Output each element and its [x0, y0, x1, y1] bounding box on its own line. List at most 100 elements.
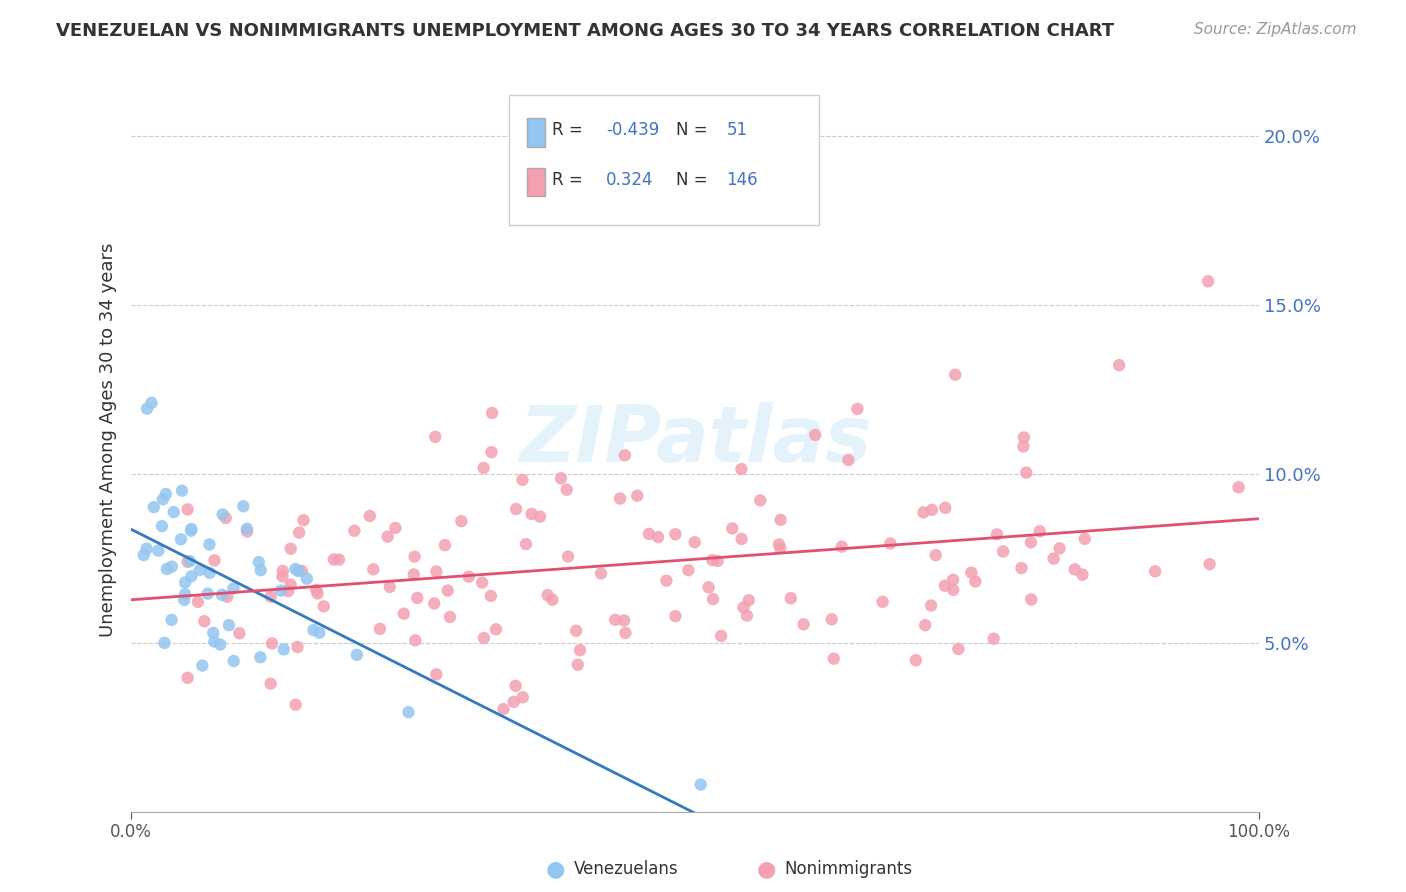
Nonimmigrants: [187, 595, 209, 609]
Text: R =: R =: [551, 171, 588, 189]
Venezuelans: [150, 519, 173, 533]
Nonimmigrants: [176, 502, 198, 516]
Nonimmigrants: [1012, 439, 1035, 453]
Nonimmigrants: [965, 574, 987, 589]
Nonimmigrants: [541, 592, 564, 607]
Nonimmigrants: [921, 503, 943, 517]
Nonimmigrants: [804, 428, 827, 442]
Nonimmigrants: [1042, 551, 1064, 566]
Nonimmigrants: [292, 513, 315, 527]
Nonimmigrants: [378, 580, 401, 594]
Venezuelans: [142, 500, 165, 515]
Venezuelans: [155, 487, 177, 501]
Text: -0.439: -0.439: [606, 121, 659, 139]
Venezuelans: [211, 588, 233, 602]
Nonimmigrants: [305, 582, 328, 597]
Nonimmigrants: [1019, 535, 1042, 549]
Nonimmigrants: [904, 653, 927, 667]
Nonimmigrants: [1198, 557, 1220, 571]
Venezuelans: [247, 555, 270, 569]
Venezuelans: [132, 548, 155, 562]
Nonimmigrants: [942, 573, 965, 587]
Venezuelans: [179, 554, 201, 568]
Nonimmigrants: [664, 527, 686, 541]
Nonimmigrants: [472, 631, 495, 645]
Nonimmigrants: [872, 595, 894, 609]
Venezuelans: [198, 537, 221, 551]
Nonimmigrants: [550, 471, 572, 485]
Venezuelans: [170, 483, 193, 498]
Venezuelans: [152, 492, 174, 507]
Venezuelans: [180, 569, 202, 583]
Text: Nonimmigrants: Nonimmigrants: [785, 860, 912, 878]
Nonimmigrants: [733, 600, 755, 615]
Nonimmigrants: [322, 552, 344, 566]
Text: Source: ZipAtlas.com: Source: ZipAtlas.com: [1194, 22, 1357, 37]
Nonimmigrants: [614, 626, 637, 640]
Nonimmigrants: [402, 567, 425, 582]
Nonimmigrants: [328, 552, 350, 566]
Nonimmigrants: [702, 592, 724, 607]
Nonimmigrants: [287, 640, 309, 654]
Nonimmigrants: [837, 453, 859, 467]
Nonimmigrants: [749, 493, 772, 508]
Nonimmigrants: [280, 577, 302, 591]
Nonimmigrants: [280, 541, 302, 556]
Venezuelans: [174, 587, 197, 601]
Nonimmigrants: [505, 679, 527, 693]
Venezuelans: [236, 522, 259, 536]
Nonimmigrants: [655, 574, 678, 588]
Nonimmigrants: [502, 695, 524, 709]
Nonimmigrants: [986, 527, 1008, 541]
Nonimmigrants: [831, 540, 853, 554]
Nonimmigrants: [423, 597, 446, 611]
Nonimmigrants: [914, 618, 936, 632]
Nonimmigrants: [291, 564, 314, 578]
Nonimmigrants: [638, 527, 661, 541]
Nonimmigrants: [288, 525, 311, 540]
Nonimmigrants: [605, 613, 627, 627]
Venezuelans: [295, 572, 318, 586]
Nonimmigrants: [481, 445, 503, 459]
Venezuelans: [346, 648, 368, 662]
Nonimmigrants: [512, 690, 534, 705]
Nonimmigrants: [277, 584, 299, 599]
Nonimmigrants: [613, 449, 636, 463]
Venezuelans: [273, 642, 295, 657]
Nonimmigrants: [683, 535, 706, 549]
Nonimmigrants: [425, 667, 447, 681]
Text: Venezuelans: Venezuelans: [574, 860, 678, 878]
Nonimmigrants: [176, 671, 198, 685]
Venezuelans: [302, 623, 325, 637]
Venezuelans: [141, 396, 163, 410]
Venezuelans: [135, 541, 157, 556]
Venezuelans: [202, 625, 225, 640]
Nonimmigrants: [730, 462, 752, 476]
Nonimmigrants: [943, 368, 966, 382]
Nonimmigrants: [934, 579, 956, 593]
Nonimmigrants: [217, 590, 239, 604]
Nonimmigrants: [481, 406, 503, 420]
Venezuelans: [160, 613, 183, 627]
Text: 0.324: 0.324: [606, 171, 654, 189]
Nonimmigrants: [589, 566, 612, 581]
Nonimmigrants: [793, 617, 815, 632]
Venezuelans: [197, 587, 219, 601]
Venezuelans: [202, 634, 225, 648]
Venezuelans: [222, 582, 245, 596]
Nonimmigrants: [1108, 358, 1130, 372]
Venezuelans: [308, 625, 330, 640]
Nonimmigrants: [1071, 567, 1094, 582]
Nonimmigrants: [505, 502, 527, 516]
Nonimmigrants: [520, 507, 543, 521]
Nonimmigrants: [983, 632, 1005, 646]
Nonimmigrants: [565, 624, 588, 638]
Nonimmigrants: [425, 430, 447, 444]
Nonimmigrants: [664, 609, 686, 624]
Nonimmigrants: [471, 575, 494, 590]
Nonimmigrants: [846, 401, 869, 416]
Text: 51: 51: [727, 121, 748, 139]
Venezuelans: [249, 650, 271, 665]
FancyBboxPatch shape: [509, 95, 820, 225]
Nonimmigrants: [879, 536, 901, 550]
